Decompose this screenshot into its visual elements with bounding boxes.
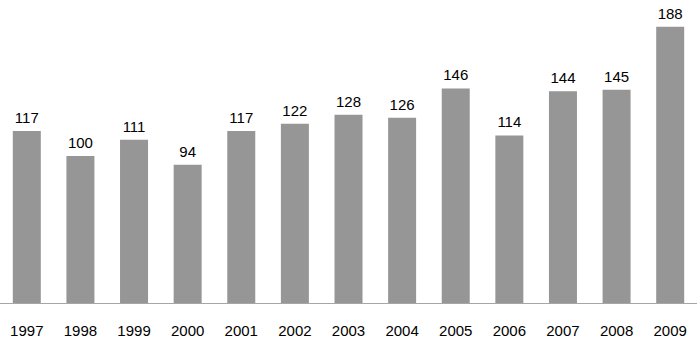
svg-text:1997: 1997 xyxy=(10,322,43,339)
svg-text:122: 122 xyxy=(282,102,307,119)
svg-text:144: 144 xyxy=(550,69,575,86)
svg-text:145: 145 xyxy=(604,68,629,85)
svg-text:126: 126 xyxy=(390,96,415,113)
svg-text:114: 114 xyxy=(497,113,521,130)
svg-text:2007: 2007 xyxy=(546,322,579,339)
svg-text:146: 146 xyxy=(443,66,468,83)
svg-text:1999: 1999 xyxy=(117,322,150,339)
svg-text:94: 94 xyxy=(179,143,196,160)
svg-text:128: 128 xyxy=(336,93,361,110)
svg-text:2009: 2009 xyxy=(654,322,687,339)
svg-text:111: 111 xyxy=(123,118,146,135)
svg-text:2000: 2000 xyxy=(171,322,204,339)
svg-text:2003: 2003 xyxy=(332,322,365,339)
svg-text:1998: 1998 xyxy=(64,322,97,339)
svg-text:117: 117 xyxy=(15,109,39,126)
svg-text:2006: 2006 xyxy=(493,322,526,339)
svg-text:100: 100 xyxy=(68,134,93,151)
svg-text:188: 188 xyxy=(658,5,683,22)
svg-text:2002: 2002 xyxy=(278,322,311,339)
svg-text:2005: 2005 xyxy=(439,322,472,339)
svg-text:117: 117 xyxy=(229,109,253,126)
svg-text:2001: 2001 xyxy=(225,322,258,339)
svg-text:2004: 2004 xyxy=(385,322,418,339)
svg-text:2008: 2008 xyxy=(600,322,633,339)
